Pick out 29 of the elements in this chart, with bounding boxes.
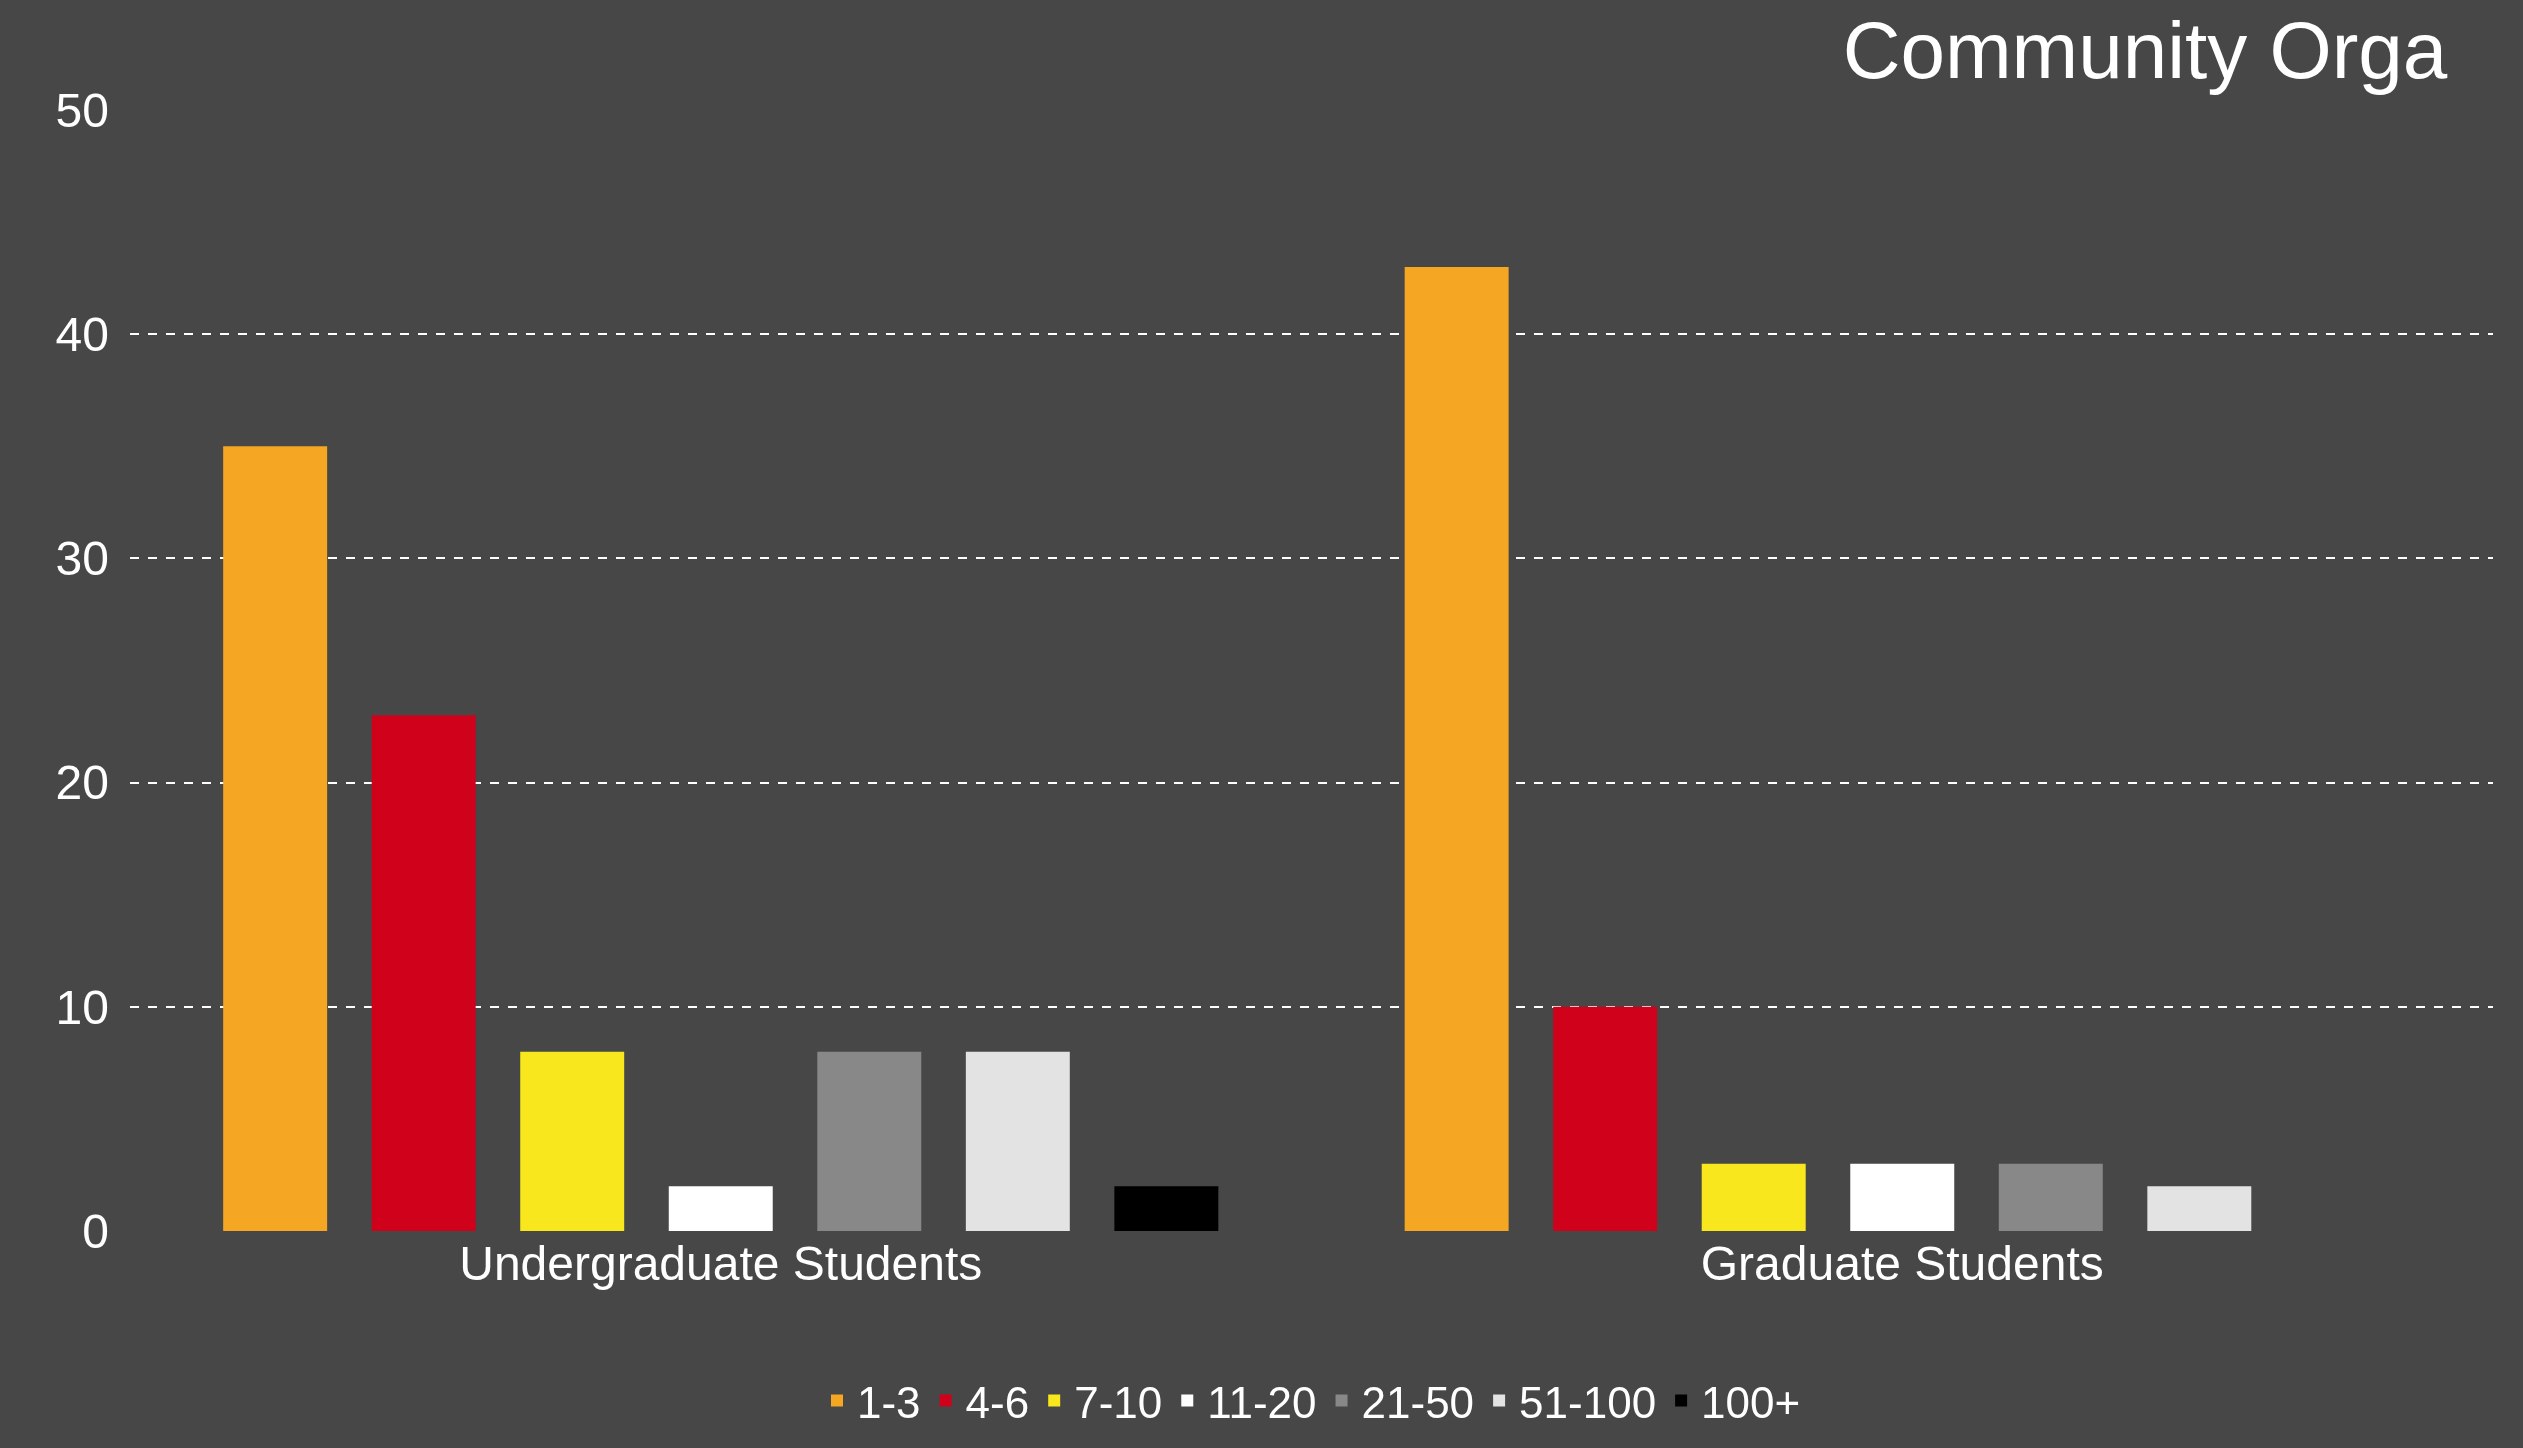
chart-title: Community Orga [1842, 5, 2448, 95]
y-tick-label: 20 [55, 756, 109, 810]
bar [1553, 1006, 1658, 1231]
legend-label: 21-50 [1361, 1377, 1475, 1427]
y-tick-label: 40 [55, 308, 109, 361]
bar [371, 715, 476, 1231]
bar [965, 1051, 1070, 1231]
y-tick-label: 30 [55, 532, 109, 586]
x-tick-label: Undergraduate Students [459, 1237, 983, 1290]
bar [1998, 1163, 2103, 1231]
bar [223, 446, 328, 1231]
bar [1850, 1163, 1955, 1231]
bar [1701, 1163, 1806, 1231]
legend-label: 4-6 [965, 1377, 1030, 1427]
legend-label: 100+ [1701, 1377, 1801, 1427]
legend-label: 11-20 [1207, 1377, 1317, 1427]
y-tick-label: 10 [55, 980, 109, 1034]
bar [1114, 1186, 1219, 1231]
bar [1404, 266, 1509, 1231]
bar [520, 1051, 625, 1231]
legend-label: 1-3 [857, 1377, 921, 1427]
legend-label: 51-100 [1519, 1377, 1657, 1427]
y-tick-label: 0 [82, 1204, 109, 1258]
x-tick-label: Graduate Students [1700, 1237, 2104, 1290]
y-tick-label: 50 [55, 83, 109, 137]
bar [817, 1051, 922, 1231]
bar [668, 1186, 773, 1231]
legend-label: 7-10 [1074, 1377, 1163, 1427]
bar [2147, 1186, 2252, 1231]
